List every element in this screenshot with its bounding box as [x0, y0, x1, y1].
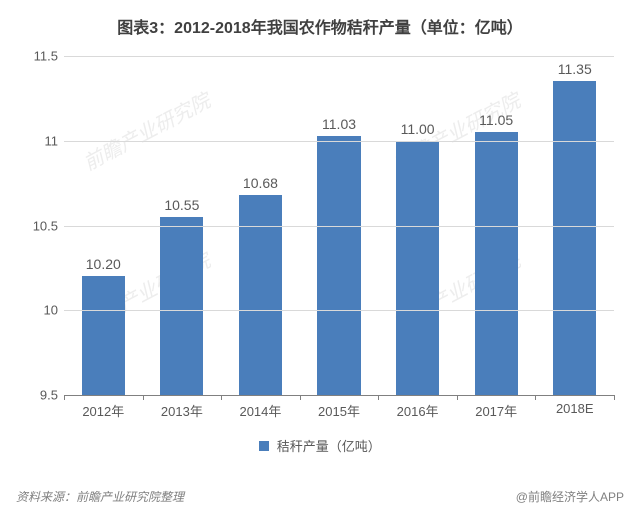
value-label: 11.00: [401, 121, 435, 137]
gridline: [64, 141, 614, 142]
x-tick-mark: [535, 395, 536, 400]
bar: 10.55: [160, 217, 203, 395]
gridline: [64, 56, 614, 57]
value-label: 11.03: [322, 116, 356, 132]
legend: 秸秆产量（亿吨）: [0, 436, 640, 455]
legend-label: 秸秆产量（亿吨）: [277, 439, 381, 454]
value-label: 10.68: [243, 175, 278, 191]
y-tick-label: 11.5: [34, 49, 64, 64]
footer: 资料来源：前瞻产业研究院整理 @前瞻经济学人APP: [16, 488, 624, 505]
gridline: [64, 226, 614, 227]
value-label: 10.20: [86, 256, 121, 272]
chart-container: 前瞻产业研究院 前瞻产业研究院 前瞻产业研究院 前瞻产业研究院 10.20201…: [16, 46, 624, 426]
chart-title: 图表3：2012-2018年我国农作物秸秆产量（单位：亿吨）: [0, 0, 640, 46]
legend-swatch: [259, 441, 269, 451]
y-tick-label: 10.5: [33, 218, 64, 233]
x-tick-label: 2015年: [318, 401, 360, 420]
x-tick-mark: [457, 395, 458, 400]
x-tick-label: 2018E: [556, 401, 594, 416]
x-tick-mark: [143, 395, 144, 400]
plot-area: 10.202012年10.552013年10.682014年11.032015年…: [64, 56, 614, 396]
value-label: 11.35: [558, 61, 592, 77]
y-tick-label: 11: [45, 133, 65, 148]
x-tick-label: 2014年: [239, 401, 281, 420]
bar: 11.05: [475, 132, 518, 395]
y-tick-label: 9.5: [40, 388, 64, 403]
x-tick-label: 2016年: [397, 401, 439, 420]
x-tick-label: 2012年: [82, 401, 124, 420]
value-label: 11.05: [479, 112, 513, 128]
attribution: @前瞻经济学人APP: [516, 488, 624, 505]
x-tick-mark: [64, 395, 65, 400]
x-tick-label: 2017年: [475, 401, 517, 420]
x-tick-mark: [300, 395, 301, 400]
gridline: [64, 310, 614, 311]
x-tick-mark: [378, 395, 379, 400]
source-label: 资料来源：前瞻产业研究院整理: [16, 488, 184, 505]
bar: 11.35: [553, 81, 596, 395]
x-tick-label: 2013年: [161, 401, 203, 420]
bar: 10.20: [82, 276, 125, 395]
bar: 11.00: [396, 141, 439, 395]
x-tick-mark: [221, 395, 222, 400]
y-tick-label: 10: [44, 303, 64, 318]
x-tick-mark: [614, 395, 615, 400]
bar: 11.03: [317, 136, 360, 395]
value-label: 10.55: [164, 197, 199, 213]
